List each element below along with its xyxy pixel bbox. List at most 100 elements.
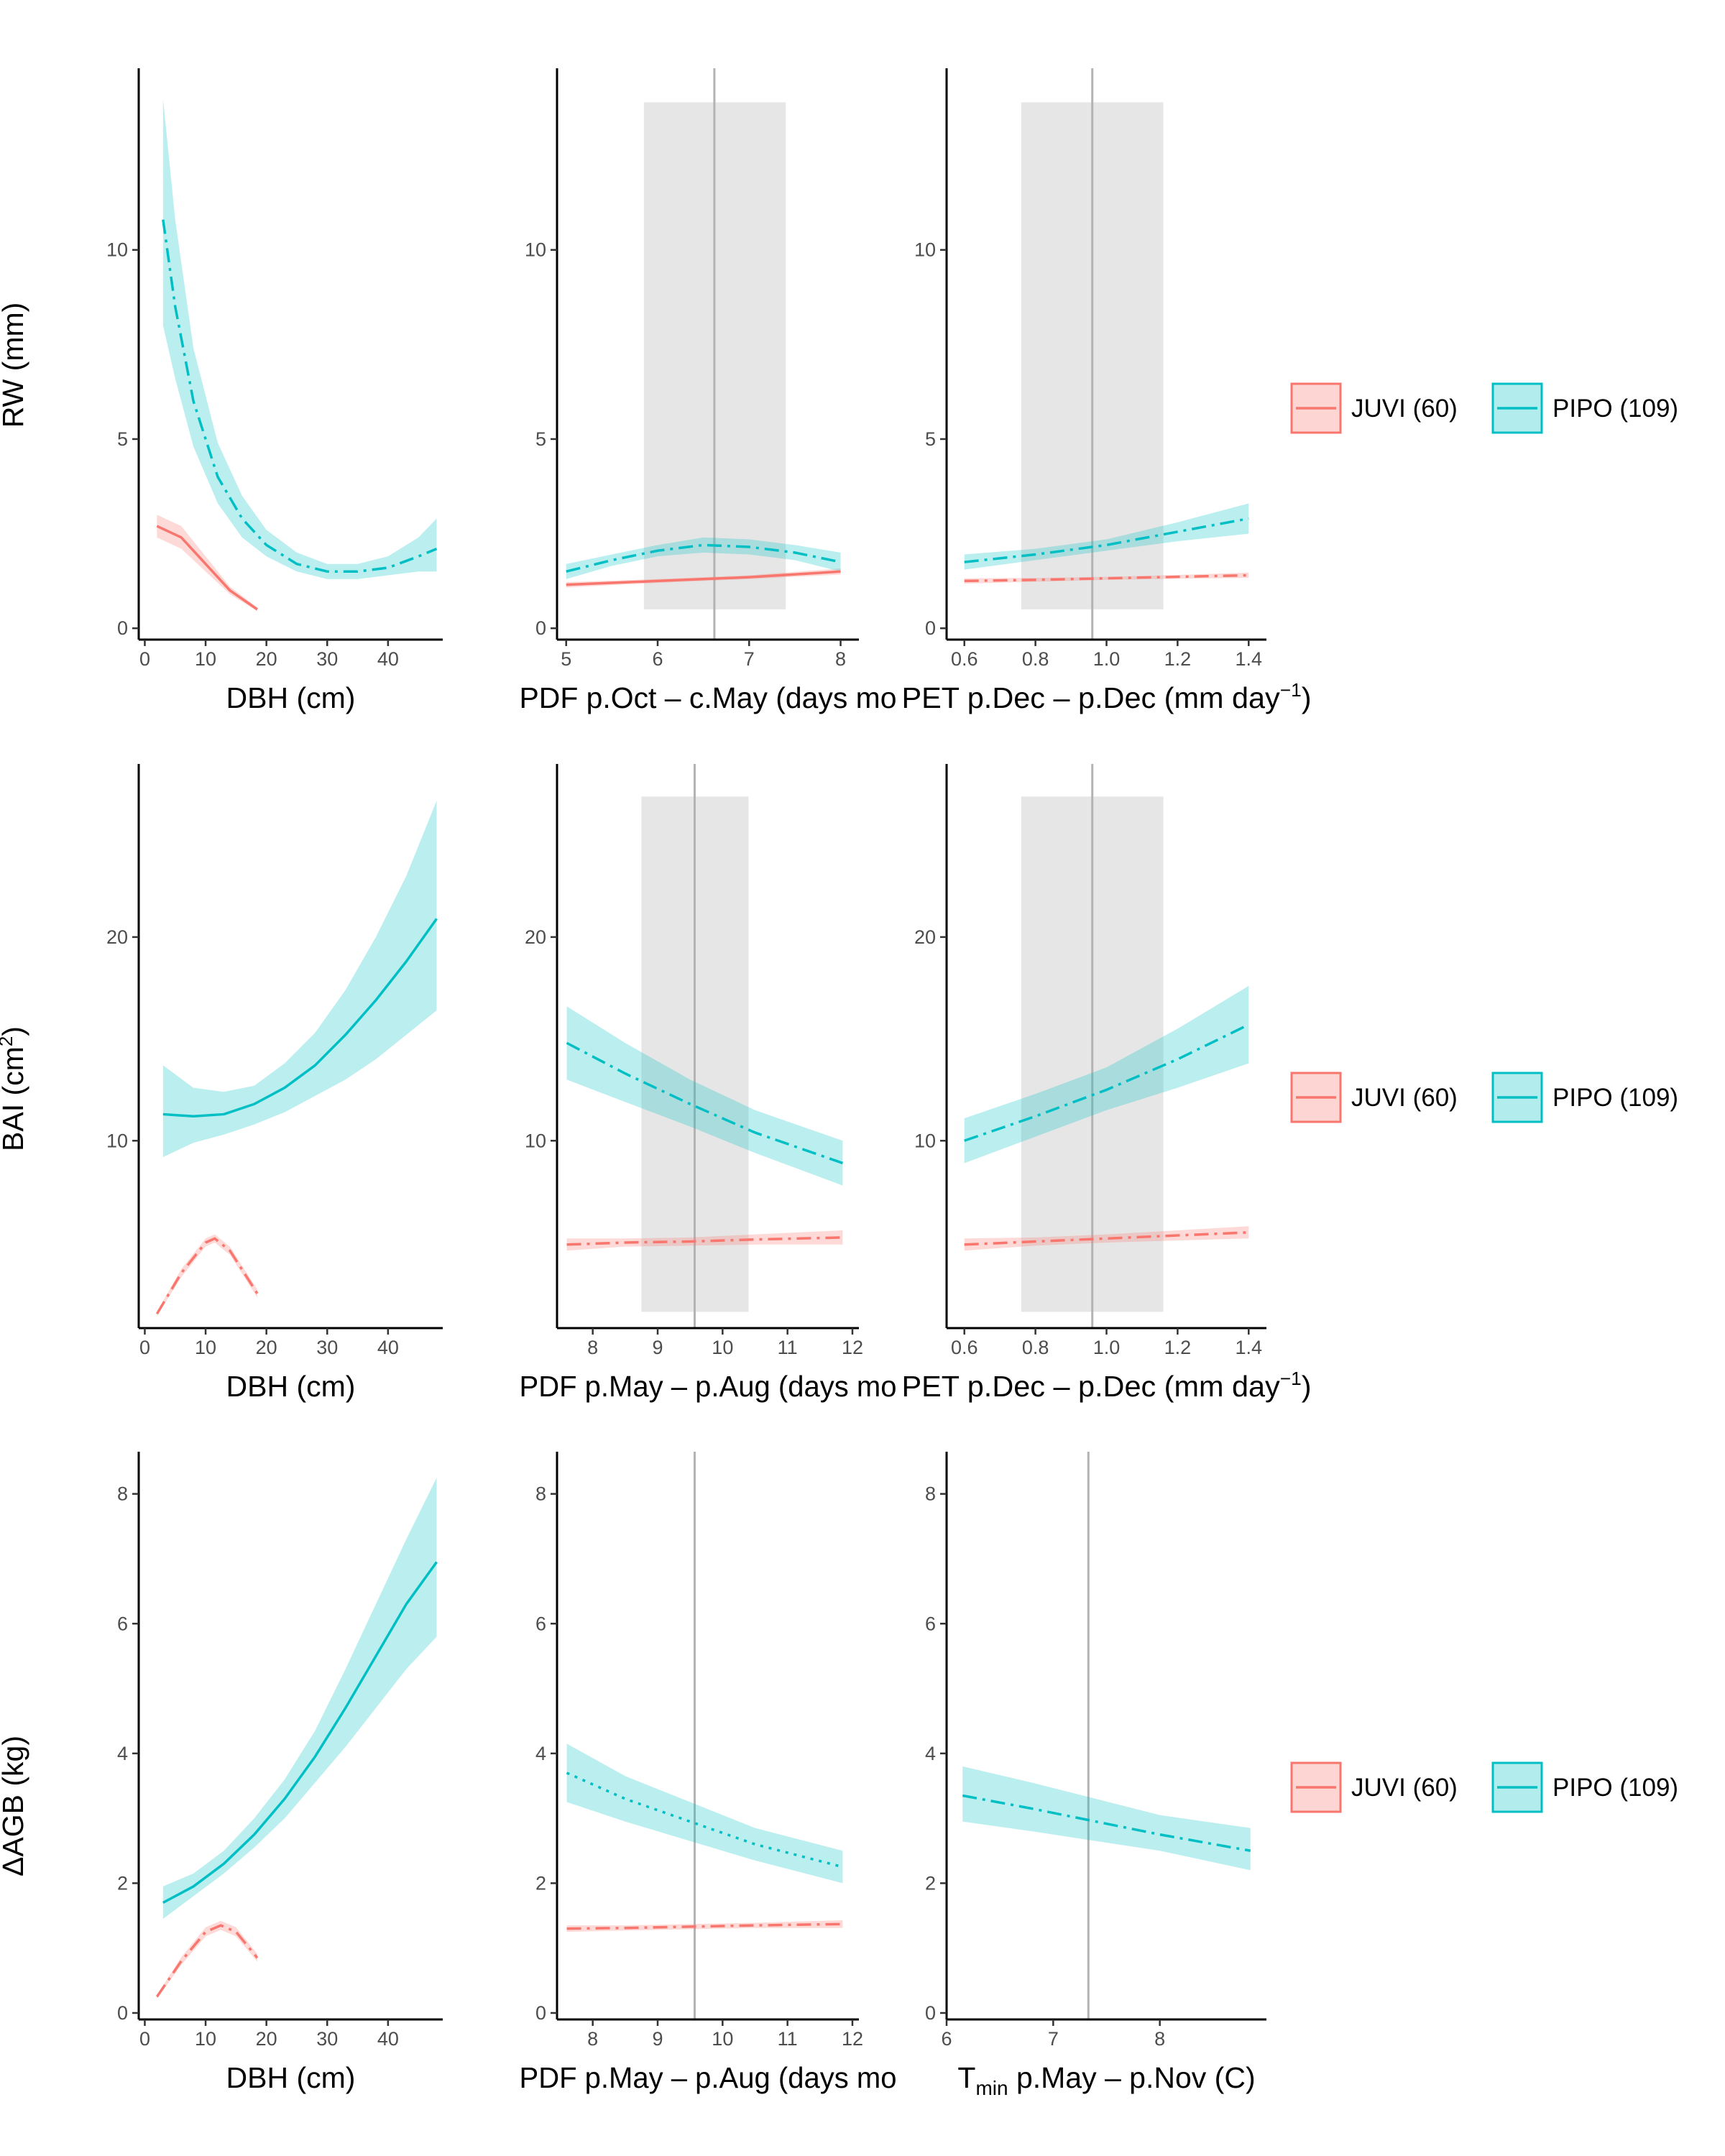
x-axis-title: DBH (cm) (226, 2061, 356, 2094)
series-line (162, 219, 438, 573)
confidence-band (162, 1478, 437, 1920)
confidence-band (157, 1920, 257, 1999)
confidence-band (566, 1006, 843, 1186)
x-tick-label: 0.8 (1022, 1337, 1049, 1358)
confidence-band (964, 1226, 1249, 1251)
x-tick-label: 40 (377, 1337, 399, 1358)
series-line (566, 1041, 843, 1165)
x-axis-title: PDF p.May – p.Aug (days mo (520, 1370, 897, 1403)
panel-1-1: 0 10 20 30 40 0 5 10 DBH (cm) (106, 68, 443, 714)
legend-label: PIPO (109) (1552, 1774, 1678, 1802)
x-tick-label: 0.8 (1022, 648, 1049, 670)
x-axis-title: Tmin p.May – p.Nov (C) (957, 2061, 1255, 2099)
x-tick-label: 10 (195, 648, 216, 670)
series-line (964, 517, 1249, 563)
panel-3-1: 0 10 20 30 40 0 2 4 6 8 DBH (cm) (117, 1452, 443, 2094)
x-tick-label: 40 (377, 2028, 399, 2050)
x-tick-label: 6 (652, 648, 663, 670)
plot-area (566, 1452, 843, 2019)
series-line (964, 1023, 1250, 1142)
x-tick-label: 10 (712, 1337, 733, 1358)
legend-label: JUVI (60) (1351, 395, 1458, 423)
y-tick-label: 0 (535, 2002, 546, 2024)
legend-label: JUVI (60) (1351, 1774, 1458, 1802)
y-tick-label: 20 (914, 926, 936, 948)
x-tick-label: 8 (587, 1337, 598, 1358)
x-tick-label: 1.2 (1164, 648, 1192, 670)
series-line (162, 918, 438, 1118)
x-tick-label: 0.6 (951, 1337, 978, 1358)
series-line (155, 1237, 259, 1315)
confidence-band (162, 801, 437, 1157)
y-tick-label: 5 (925, 428, 936, 450)
y-tick-label: 5 (535, 428, 546, 450)
y-tick-label: 20 (525, 926, 546, 948)
x-tick-label: 30 (316, 2028, 338, 2050)
legend-key (1290, 1761, 1342, 1813)
plot-area (566, 68, 841, 640)
x-tick-label: 30 (316, 648, 338, 670)
confidence-band (162, 98, 437, 579)
series-line (566, 1236, 843, 1246)
y-tick-label: 6 (117, 1613, 128, 1634)
panel-2-1: 0 10 20 30 40 10 20 DBH (cm) (106, 764, 443, 1403)
legend-label: JUVI (60) (1351, 1084, 1458, 1112)
y-tick-label: 6 (535, 1613, 546, 1634)
x-tick-label: 1.4 (1236, 648, 1263, 670)
confidence-band (964, 985, 1249, 1164)
plot-area (566, 764, 843, 1328)
plot-area (962, 1452, 1251, 2019)
x-tick-label: 0 (139, 2028, 150, 2050)
y-tick-label: 0 (535, 617, 546, 639)
panel-3-3: 6 7 8 0 2 4 6 8 Tmin p.May – p.Nov (C) (925, 1452, 1266, 2099)
x-tick-label: 20 (256, 1337, 277, 1358)
panel-2-3: 0.6 0.8 1.0 1.2 1.4 10 20 PET p.Dec – p.Dec (mm… (901, 764, 1312, 1403)
x-tick-label: 0 (139, 648, 150, 670)
y-tick-label: 10 (525, 239, 546, 261)
x-axis-title: PDF p.May – p.Aug (days mo (520, 2061, 897, 2094)
x-tick-label: 8 (835, 648, 846, 670)
x-tick-label: 20 (256, 648, 277, 670)
series-line (964, 573, 1249, 583)
x-tick-label: 10 (195, 2028, 216, 2050)
legend-row-2: JUVI (60) PIPO (109) (1290, 1072, 1678, 1123)
series-line (162, 1561, 438, 1904)
x-tick-label: 8 (1154, 2028, 1165, 2050)
panel-1-3: 0.6 0.8 1.0 1.2 1.4 0 5 10 PET p.Dec – p.Dec (mm… (901, 68, 1312, 714)
y-tick-label: 10 (914, 1130, 936, 1151)
x-tick-label: 9 (652, 2028, 663, 2050)
y-tick-label: 8 (535, 1483, 546, 1505)
series-line (566, 1922, 843, 1930)
x-tick-label: 8 (587, 2028, 598, 2050)
panel-3-2: 8 9 10 11 12 0 2 4 6 8 PDF p.May – p.Aug (days mo (520, 1452, 897, 2094)
y-tick-label: 2 (925, 1872, 936, 1894)
legend-key (1491, 1761, 1543, 1813)
x-tick-label: 6 (941, 2028, 952, 2050)
x-tick-label: 12 (842, 1337, 863, 1358)
legend-key (1290, 382, 1342, 434)
ylabel-row-3: ΔAGB (kg) (0, 1736, 29, 1876)
panel-2-2: 8 9 10 11 12 10 20 PDF p.May – p.Aug (days mo (520, 764, 897, 1403)
legend-key (1491, 382, 1543, 434)
y-tick-label: 10 (914, 239, 936, 261)
y-tick-label: 10 (106, 1130, 128, 1151)
y-tick-label: 0 (925, 2002, 936, 2024)
x-axis-title: DBH (cm) (226, 681, 356, 714)
y-tick-label: 4 (925, 1743, 936, 1764)
y-tick-label: 5 (117, 428, 128, 450)
series-line (156, 525, 258, 611)
x-tick-label: 40 (377, 648, 399, 670)
y-tick-label: 10 (525, 1130, 546, 1151)
ylabel-row-2: BAI (cm2) (0, 1026, 29, 1151)
series-line (962, 1794, 1251, 1852)
x-axis-title: PET p.Dec – p.Dec (mm day −1) (901, 1368, 1311, 1403)
x-tick-label: 11 (778, 1337, 798, 1358)
confidence-band (566, 537, 841, 579)
plot-area (155, 1478, 438, 1999)
y-tick-label: 2 (117, 1872, 128, 1894)
x-tick-label: 12 (842, 2028, 863, 2050)
x-tick-label: 7 (1048, 2028, 1059, 2050)
